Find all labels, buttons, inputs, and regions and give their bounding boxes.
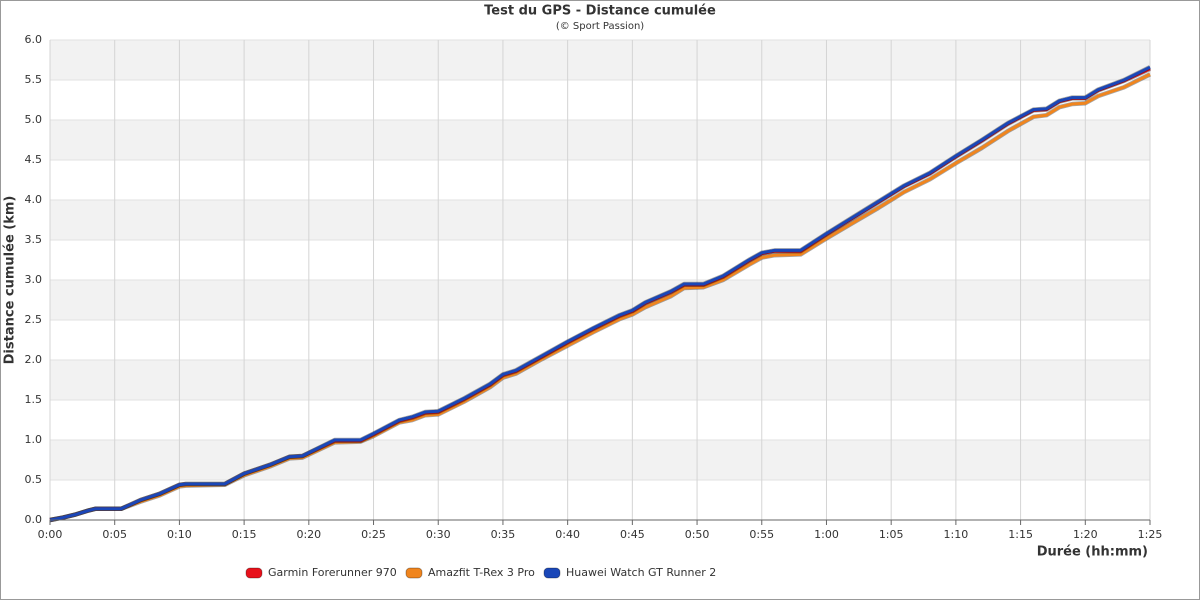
x-tick-label: 0:20 bbox=[296, 528, 321, 541]
x-tick-label: 0:10 bbox=[167, 528, 192, 541]
y-tick-label: 5.5 bbox=[25, 73, 43, 86]
x-tick-label: 0:05 bbox=[102, 528, 127, 541]
y-tick-label: 4.0 bbox=[25, 193, 43, 206]
y-tick-label: 3.5 bbox=[25, 233, 43, 246]
x-tick-label: 0:45 bbox=[620, 528, 645, 541]
grid-band bbox=[50, 480, 1150, 520]
x-tick-label: 1:25 bbox=[1138, 528, 1163, 541]
legend-label: Huawei Watch GT Runner 2 bbox=[566, 566, 716, 579]
legend-swatch bbox=[543, 567, 561, 579]
legend-swatch bbox=[405, 567, 423, 579]
y-tick-label: 2.5 bbox=[25, 313, 43, 326]
grid-band bbox=[50, 200, 1150, 240]
grid-band bbox=[50, 400, 1150, 440]
grid-band bbox=[50, 40, 1150, 80]
chart-subtitle: (© Sport Passion) bbox=[556, 21, 644, 32]
x-tick-label: 0:30 bbox=[426, 528, 451, 541]
x-tick-label: 0:55 bbox=[749, 528, 774, 541]
y-tick-label: 0.0 bbox=[25, 513, 43, 526]
y-tick-label: 0.5 bbox=[25, 473, 43, 486]
plot-area bbox=[49, 39, 1151, 523]
legend-label: Garmin Forerunner 970 bbox=[268, 566, 397, 579]
x-tick-label: 0:50 bbox=[685, 528, 710, 541]
series-line bbox=[49, 65, 1151, 522]
x-tick-label: 1:15 bbox=[1008, 528, 1033, 541]
legend-label: Amazfit T-Rex 3 Pro bbox=[428, 566, 535, 579]
grid-band bbox=[50, 120, 1150, 160]
y-tick-label: 6.0 bbox=[25, 33, 43, 46]
y-tick-label: 1.0 bbox=[25, 433, 43, 446]
x-tick-label: 0:35 bbox=[491, 528, 516, 541]
x-tick-label: 1:00 bbox=[814, 528, 839, 541]
grid-band bbox=[50, 360, 1150, 400]
y-tick-label: 5.0 bbox=[25, 113, 43, 126]
x-tick-label: 0:00 bbox=[38, 528, 63, 541]
grid-band bbox=[50, 240, 1150, 280]
grid-band bbox=[50, 80, 1150, 120]
legend-swatch bbox=[245, 567, 263, 579]
x-tick-label: 1:05 bbox=[879, 528, 904, 541]
grid-band bbox=[50, 160, 1150, 200]
y-tick-label: 3.0 bbox=[25, 273, 43, 286]
y-axis-title: Distance cumulée (km) bbox=[3, 196, 18, 365]
y-tick-label: 2.0 bbox=[25, 353, 43, 366]
x-tick-label: 1:20 bbox=[1073, 528, 1098, 541]
x-tick-label: 0:40 bbox=[555, 528, 580, 541]
grid-band bbox=[50, 280, 1150, 320]
y-tick-label: 4.5 bbox=[25, 153, 43, 166]
x-axis-title: Durée (hh:mm) bbox=[1037, 545, 1148, 560]
grid-band bbox=[50, 440, 1150, 480]
y-tick-label: 1.5 bbox=[25, 393, 43, 406]
x-tick-label: 0:25 bbox=[361, 528, 386, 541]
x-tick-label: 0:15 bbox=[232, 528, 257, 541]
x-tick-label: 1:10 bbox=[944, 528, 969, 541]
chart-title: Test du GPS - Distance cumulée bbox=[484, 4, 716, 19]
